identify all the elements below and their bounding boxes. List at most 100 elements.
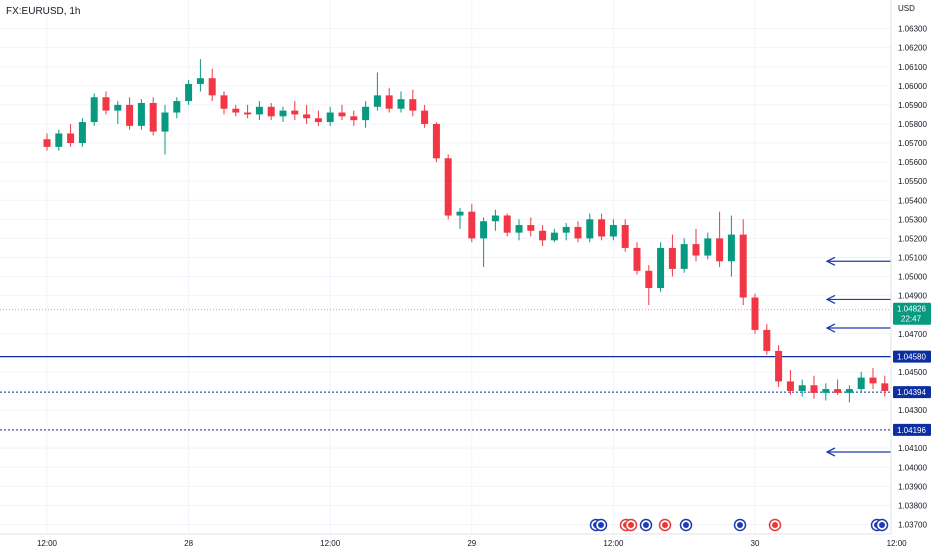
y-tick-label: 1.03900 <box>898 482 927 491</box>
candle-body <box>78 122 86 144</box>
candle <box>645 265 653 306</box>
candle-body <box>503 215 511 233</box>
candle <box>480 217 488 267</box>
candle <box>173 97 181 119</box>
candle-body <box>657 247 665 288</box>
candle <box>739 219 747 306</box>
time-axis: 12:002812:002912:003012:00Jul12:00412:00… <box>0 533 932 550</box>
candle <box>196 59 204 92</box>
candle <box>149 97 157 136</box>
candle-body <box>102 97 110 111</box>
candle-body <box>704 238 712 256</box>
time-axis-bg <box>0 534 932 550</box>
candle-body <box>775 350 783 382</box>
y-tick-label: 1.06200 <box>898 44 927 53</box>
candle <box>657 242 665 292</box>
candle <box>680 238 688 273</box>
y-tick-label: 1.04100 <box>898 444 927 453</box>
candle <box>279 106 287 123</box>
candle-body <box>185 83 193 102</box>
y-tick-label: 1.03800 <box>898 501 927 510</box>
candle <box>220 91 228 115</box>
candle-body <box>869 377 877 384</box>
candle-body <box>539 230 547 241</box>
level-badge: 1.04196 <box>893 423 931 436</box>
level-badge: 1.04580 <box>893 350 931 363</box>
candle-body <box>137 102 145 126</box>
candle-body <box>822 389 830 393</box>
candle-body <box>385 95 393 109</box>
candle <box>692 228 700 262</box>
candle <box>609 219 617 241</box>
candle-body <box>432 123 440 159</box>
candle <box>137 99 145 130</box>
x-tick-label: 28 <box>184 539 193 548</box>
candle <box>67 123 75 147</box>
candle <box>456 207 464 229</box>
candle-body <box>220 95 228 109</box>
candle-body <box>798 385 806 391</box>
event-flag-dot <box>628 522 634 528</box>
y-tick-label: 1.04000 <box>898 463 927 472</box>
candle-body <box>810 385 818 393</box>
level-badge-text: 1.04580 <box>897 353 926 362</box>
candle-body <box>373 95 381 107</box>
price-badge-countdown: 22:47 <box>901 315 922 324</box>
candle-body <box>90 97 98 123</box>
candle-body <box>786 381 794 391</box>
candle-body <box>515 225 523 233</box>
candle-body <box>421 110 429 124</box>
candle <box>385 87 393 113</box>
y-tick-label: 1.04900 <box>898 292 927 301</box>
candle <box>810 375 818 399</box>
event-flag-dot <box>879 522 885 528</box>
candle <box>114 101 122 124</box>
candle-body <box>267 106 275 117</box>
candle-body <box>586 219 594 239</box>
event-flag-dot <box>737 522 743 528</box>
candle-body <box>881 383 889 391</box>
candle-body <box>621 225 629 248</box>
candle <box>468 204 476 243</box>
symbol-title: FX:EURUSD, 1h <box>6 6 81 17</box>
level-badge-bg <box>893 386 931 399</box>
candle <box>208 68 216 102</box>
candle-body <box>716 238 724 262</box>
candle <box>444 154 452 220</box>
candle-body <box>562 226 570 233</box>
event-flag-dot <box>683 522 689 528</box>
candle <box>598 213 606 241</box>
candle-body <box>196 78 204 84</box>
candle-body <box>244 112 252 115</box>
candle <box>621 219 629 252</box>
candle-body <box>255 106 263 115</box>
candle-body <box>43 139 51 147</box>
y-tick-label: 1.05000 <box>898 273 927 282</box>
economic-event-icon <box>639 518 653 532</box>
event-flag-dot <box>772 522 778 528</box>
candle <box>102 91 110 115</box>
candle <box>397 91 405 113</box>
candle-body <box>468 211 476 239</box>
candle-body <box>67 133 75 144</box>
candle <box>503 213 511 237</box>
candle <box>255 101 263 121</box>
candle <box>43 133 51 151</box>
candle-body <box>645 270 653 288</box>
level-badge: 1.04394 <box>893 386 931 399</box>
candle-body <box>232 108 240 113</box>
candle <box>362 101 370 128</box>
candle-body <box>126 104 134 126</box>
candle-body <box>751 297 759 330</box>
candle-body <box>574 226 582 239</box>
x-tick-label: 12:00 <box>603 539 624 548</box>
candle <box>845 385 853 403</box>
candle <box>409 89 417 117</box>
candle-body <box>350 116 358 121</box>
economic-event-icon <box>768 518 782 532</box>
price-axis: USD 1.06300 1.06200 1.06100 1.06000 1.05900 1.… <box>890 0 932 550</box>
y-tick-label: 1.06300 <box>898 25 927 34</box>
economic-event-icon <box>679 518 693 532</box>
candle-body <box>314 118 322 123</box>
